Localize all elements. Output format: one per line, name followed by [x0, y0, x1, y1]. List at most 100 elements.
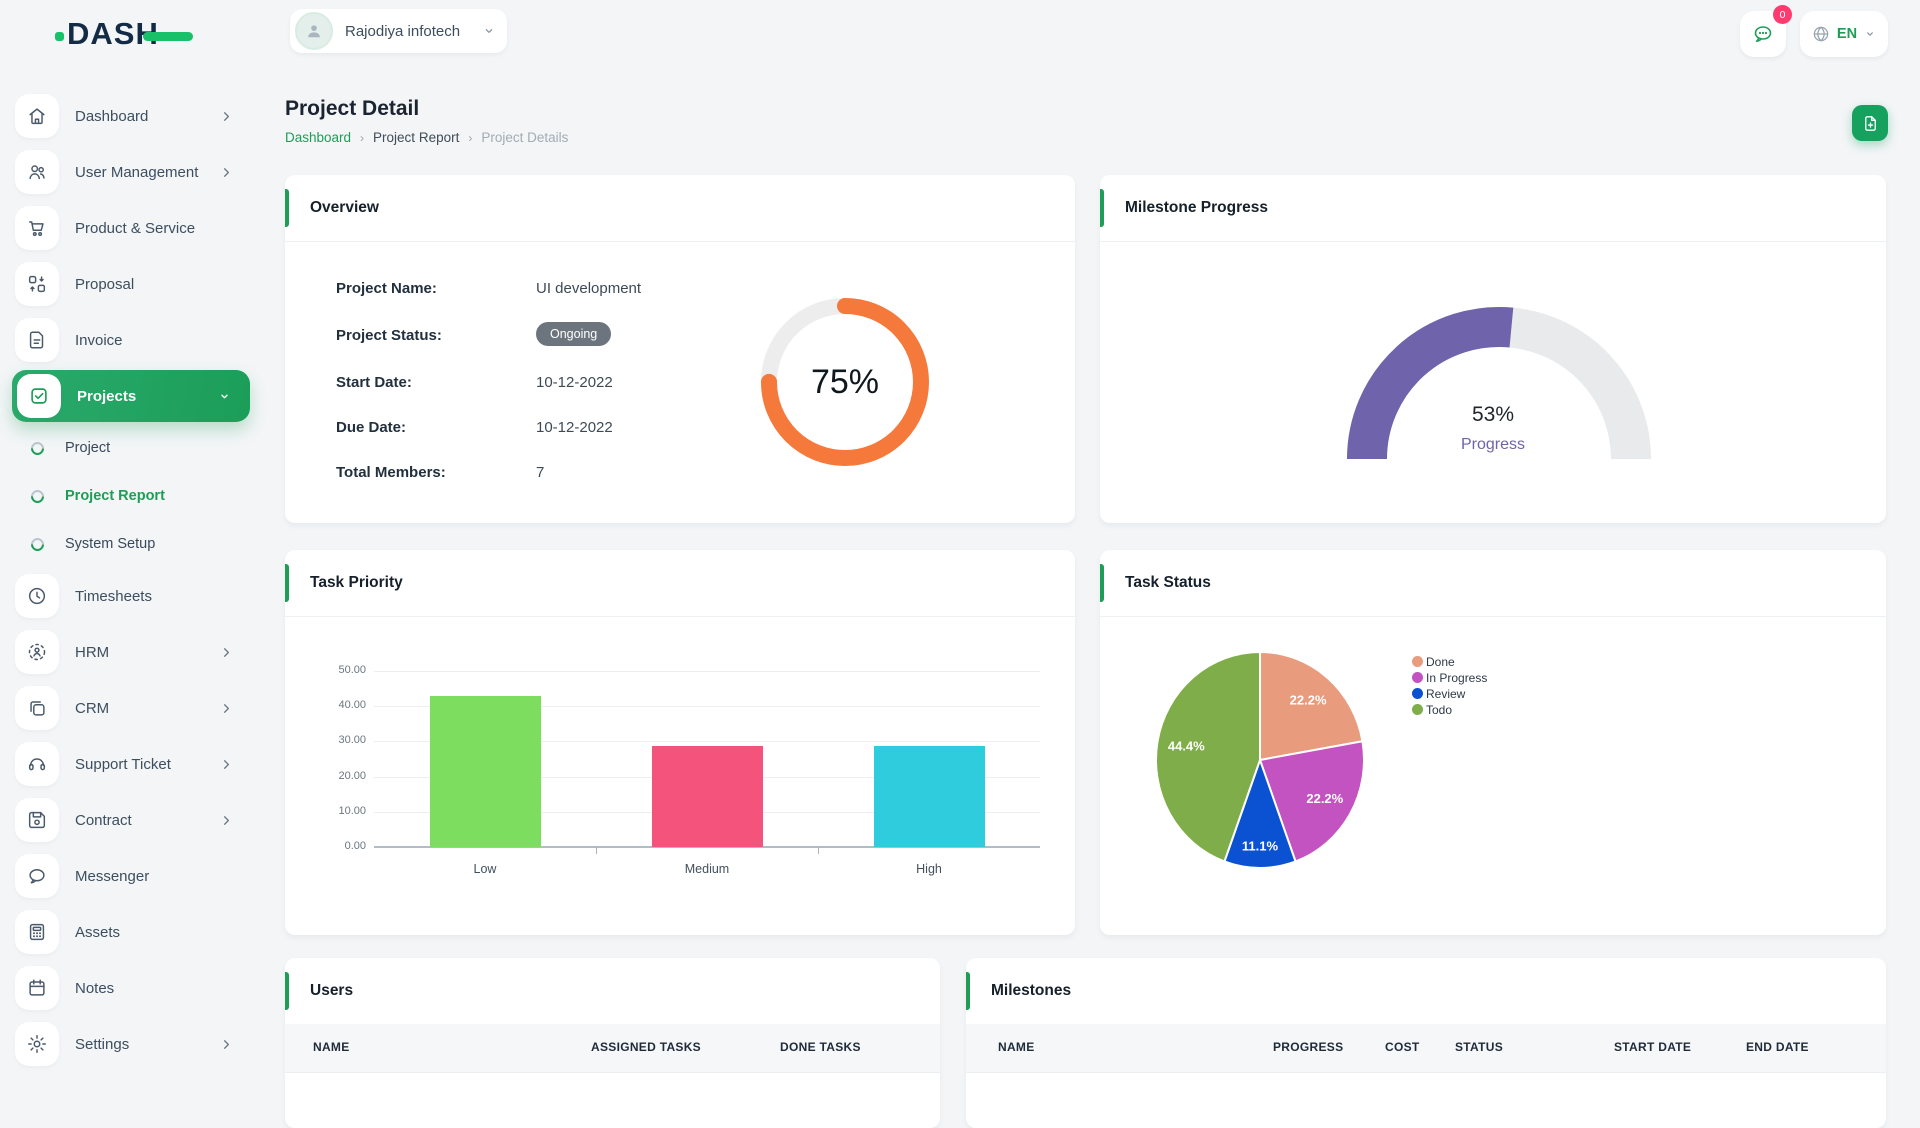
sidebar-item-label: Timesheets [75, 587, 152, 605]
x-axis-label: Medium [684, 862, 730, 876]
column-header: NAME [998, 1040, 1035, 1054]
field-value: 10-12-2022 [536, 419, 613, 436]
swap-boxes-icon [15, 262, 59, 306]
app-logo[interactable]: DASH [55, 16, 193, 52]
milestone-card-title: Milestone Progress [1125, 199, 1268, 216]
company-selector[interactable]: Rajodiya infotech [290, 9, 507, 53]
svg-text:44.4%: 44.4% [1168, 739, 1205, 754]
accent-bar [1100, 189, 1104, 227]
bar-high [873, 746, 985, 847]
sidebar-item-label: Proposal [75, 275, 135, 293]
y-axis-tick: 20.00 [338, 770, 366, 782]
overview-card-title: Overview [310, 199, 379, 216]
users-icon [15, 150, 59, 194]
clock-icon [15, 574, 59, 618]
accent-bar [285, 972, 289, 1010]
field-label: Project Status: [336, 327, 442, 344]
headset-icon [15, 742, 59, 786]
sidebar-item-label: Assets [75, 923, 121, 941]
legend-dot [1412, 704, 1423, 715]
breadcrumb-project-report[interactable]: Project Report [373, 130, 460, 145]
sidebar-item-hrm[interactable]: HRM [0, 624, 262, 680]
sidebar-item-product-service[interactable]: Product & Service [0, 200, 262, 256]
breadcrumb-current: Project Details [481, 130, 569, 145]
sidebar-item-messenger[interactable]: Messenger [0, 848, 262, 904]
overview-row: Project Status: Ongoing [336, 322, 612, 346]
sidebar-item-assets[interactable]: Assets [0, 904, 262, 960]
users-card: Users NAME ASSIGNED TASKS DONE TASKS [285, 958, 940, 1128]
sidebar-item-notes[interactable]: Notes [0, 960, 262, 1016]
sidebar-subitem-system-setup[interactable]: System Setup [0, 520, 262, 568]
breadcrumb-separator: › [468, 130, 473, 145]
column-header: COST [1385, 1040, 1420, 1054]
bar-low [429, 696, 541, 847]
sidebar-item-label: Support Ticket [75, 755, 171, 773]
breadcrumb-separator: › [360, 130, 365, 145]
sidebar-item-label: Dashboard [75, 107, 149, 125]
chevron-right-icon [224, 815, 229, 825]
sidebar-item-crm[interactable]: CRM [0, 680, 262, 736]
overview-row: Start Date: 10-12-2022 [336, 374, 613, 391]
x-axis-label: Low [473, 862, 497, 876]
legend-dot [1412, 688, 1423, 699]
chat-bubble-icon [1754, 26, 1772, 42]
chevron-down-icon [221, 394, 228, 398]
language-selector[interactable]: EN [1800, 11, 1888, 57]
sidebar-item-label: Notes [75, 979, 115, 997]
sidebar-item-invoice[interactable]: Invoice [0, 312, 262, 368]
chevron-down-icon [485, 28, 493, 33]
task-priority-header: Task Priority [285, 550, 1075, 617]
gauge-caption: Progress [1460, 436, 1526, 453]
chevron-right-icon [224, 111, 229, 121]
logo-dot-icon [55, 31, 64, 41]
chevron-down-icon [1867, 32, 1873, 36]
field-value: UI development [536, 280, 642, 297]
x-axis-label: High [916, 862, 942, 876]
sidebar-item-user-management[interactable]: User Management [0, 144, 262, 200]
bullet-icon [28, 438, 47, 458]
sidebar-item-label: Projects [77, 387, 137, 405]
bar-medium [651, 746, 763, 847]
page-title: Project Detail [285, 97, 420, 120]
sidebar-item-settings[interactable]: Settings [0, 1016, 262, 1072]
task-status-title: Task Status [1125, 574, 1211, 591]
project-progress-donut: 75% [760, 297, 930, 467]
sidebar-item-contract[interactable]: Contract [0, 792, 262, 848]
sidebar-item-support-ticket[interactable]: Support Ticket [0, 736, 262, 792]
sidebar-item-dashboard[interactable]: Dashboard [0, 88, 262, 144]
notification-badge: 0 [1773, 5, 1792, 24]
sidebar-subitem-label: System Setup [65, 536, 156, 552]
legend-item: Done [1412, 654, 1487, 669]
legend-item: Review [1412, 686, 1487, 701]
sidebar-subitem-project-report[interactable]: Project Report [0, 472, 262, 520]
export-report-button[interactable] [1852, 105, 1888, 141]
sidebar-item-timesheets[interactable]: Timesheets [0, 568, 262, 624]
bar-chart-plot-area [374, 671, 1040, 854]
svg-text:11.1%: 11.1% [1242, 838, 1279, 853]
sidebar-subitem-label: Project Report [65, 488, 165, 504]
bullet-icon [28, 486, 47, 506]
milestones-card-title: Milestones [991, 982, 1072, 999]
project-detail-page: { "header": { "logo_text": "DASH", "comp… [0, 5, 1888, 1128]
field-value: 7 [536, 464, 545, 481]
column-header: START DATE [1614, 1040, 1692, 1054]
sidebar-item-label: Product & Service [75, 219, 196, 237]
status-badge: Ongoing [536, 322, 612, 346]
notifications-button[interactable]: 0 [1740, 5, 1792, 57]
column-header: NAME [313, 1040, 350, 1054]
gauge-percent-label: 53% [1471, 403, 1515, 426]
chevron-right-icon [224, 167, 229, 177]
home-icon [15, 94, 59, 138]
column-header: DONE TASKS [780, 1040, 861, 1054]
milestone-gauge [1339, 299, 1659, 469]
sidebar-item-projects[interactable]: Projects [12, 370, 250, 422]
overview-row: Project Name: UI development [336, 280, 641, 297]
column-header: ASSIGNED TASKS [591, 1040, 701, 1054]
sidebar-subitem-project[interactable]: Project [0, 424, 262, 472]
pie-legend: Done In Progress Review Todo [1412, 654, 1487, 717]
accent-bar [285, 564, 289, 602]
breadcrumb-dashboard[interactable]: Dashboard [285, 130, 352, 145]
sidebar-item-proposal[interactable]: Proposal [0, 256, 262, 312]
sidebar: Dashboard User Management Product & Serv… [0, 88, 262, 1072]
users-card-title: Users [310, 982, 354, 999]
